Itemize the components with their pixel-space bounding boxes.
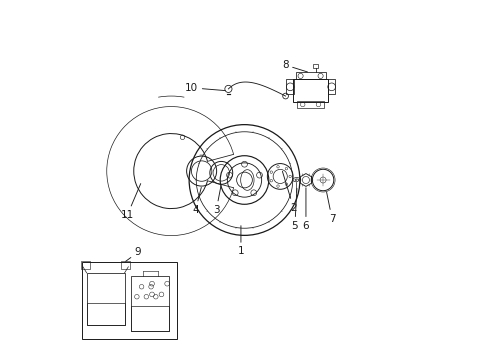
Text: 8: 8 xyxy=(282,60,307,72)
Bar xyxy=(295,72,325,80)
Bar xyxy=(131,306,169,331)
Bar xyxy=(81,261,90,269)
Bar xyxy=(313,64,318,68)
Text: 1: 1 xyxy=(237,226,244,256)
Text: 6: 6 xyxy=(302,188,308,231)
Bar xyxy=(292,80,328,102)
Text: 4: 4 xyxy=(192,188,201,215)
Text: 7: 7 xyxy=(326,192,335,224)
Bar xyxy=(328,80,334,94)
Bar xyxy=(121,261,130,269)
Bar xyxy=(131,276,169,331)
Bar xyxy=(285,80,294,94)
Text: 9: 9 xyxy=(125,247,141,261)
Bar xyxy=(86,303,124,325)
Text: 3: 3 xyxy=(213,186,221,215)
Text: 11: 11 xyxy=(121,184,141,220)
Bar xyxy=(86,273,124,325)
Text: 2: 2 xyxy=(282,171,296,212)
Text: 5: 5 xyxy=(291,188,298,231)
Bar xyxy=(82,262,176,339)
Text: 10: 10 xyxy=(184,83,225,93)
Bar xyxy=(296,101,324,108)
